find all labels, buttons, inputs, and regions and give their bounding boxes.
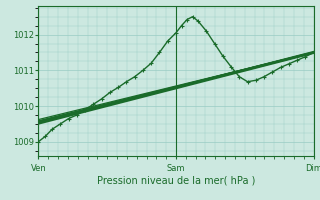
X-axis label: Pression niveau de la mer( hPa ): Pression niveau de la mer( hPa ) (97, 175, 255, 185)
